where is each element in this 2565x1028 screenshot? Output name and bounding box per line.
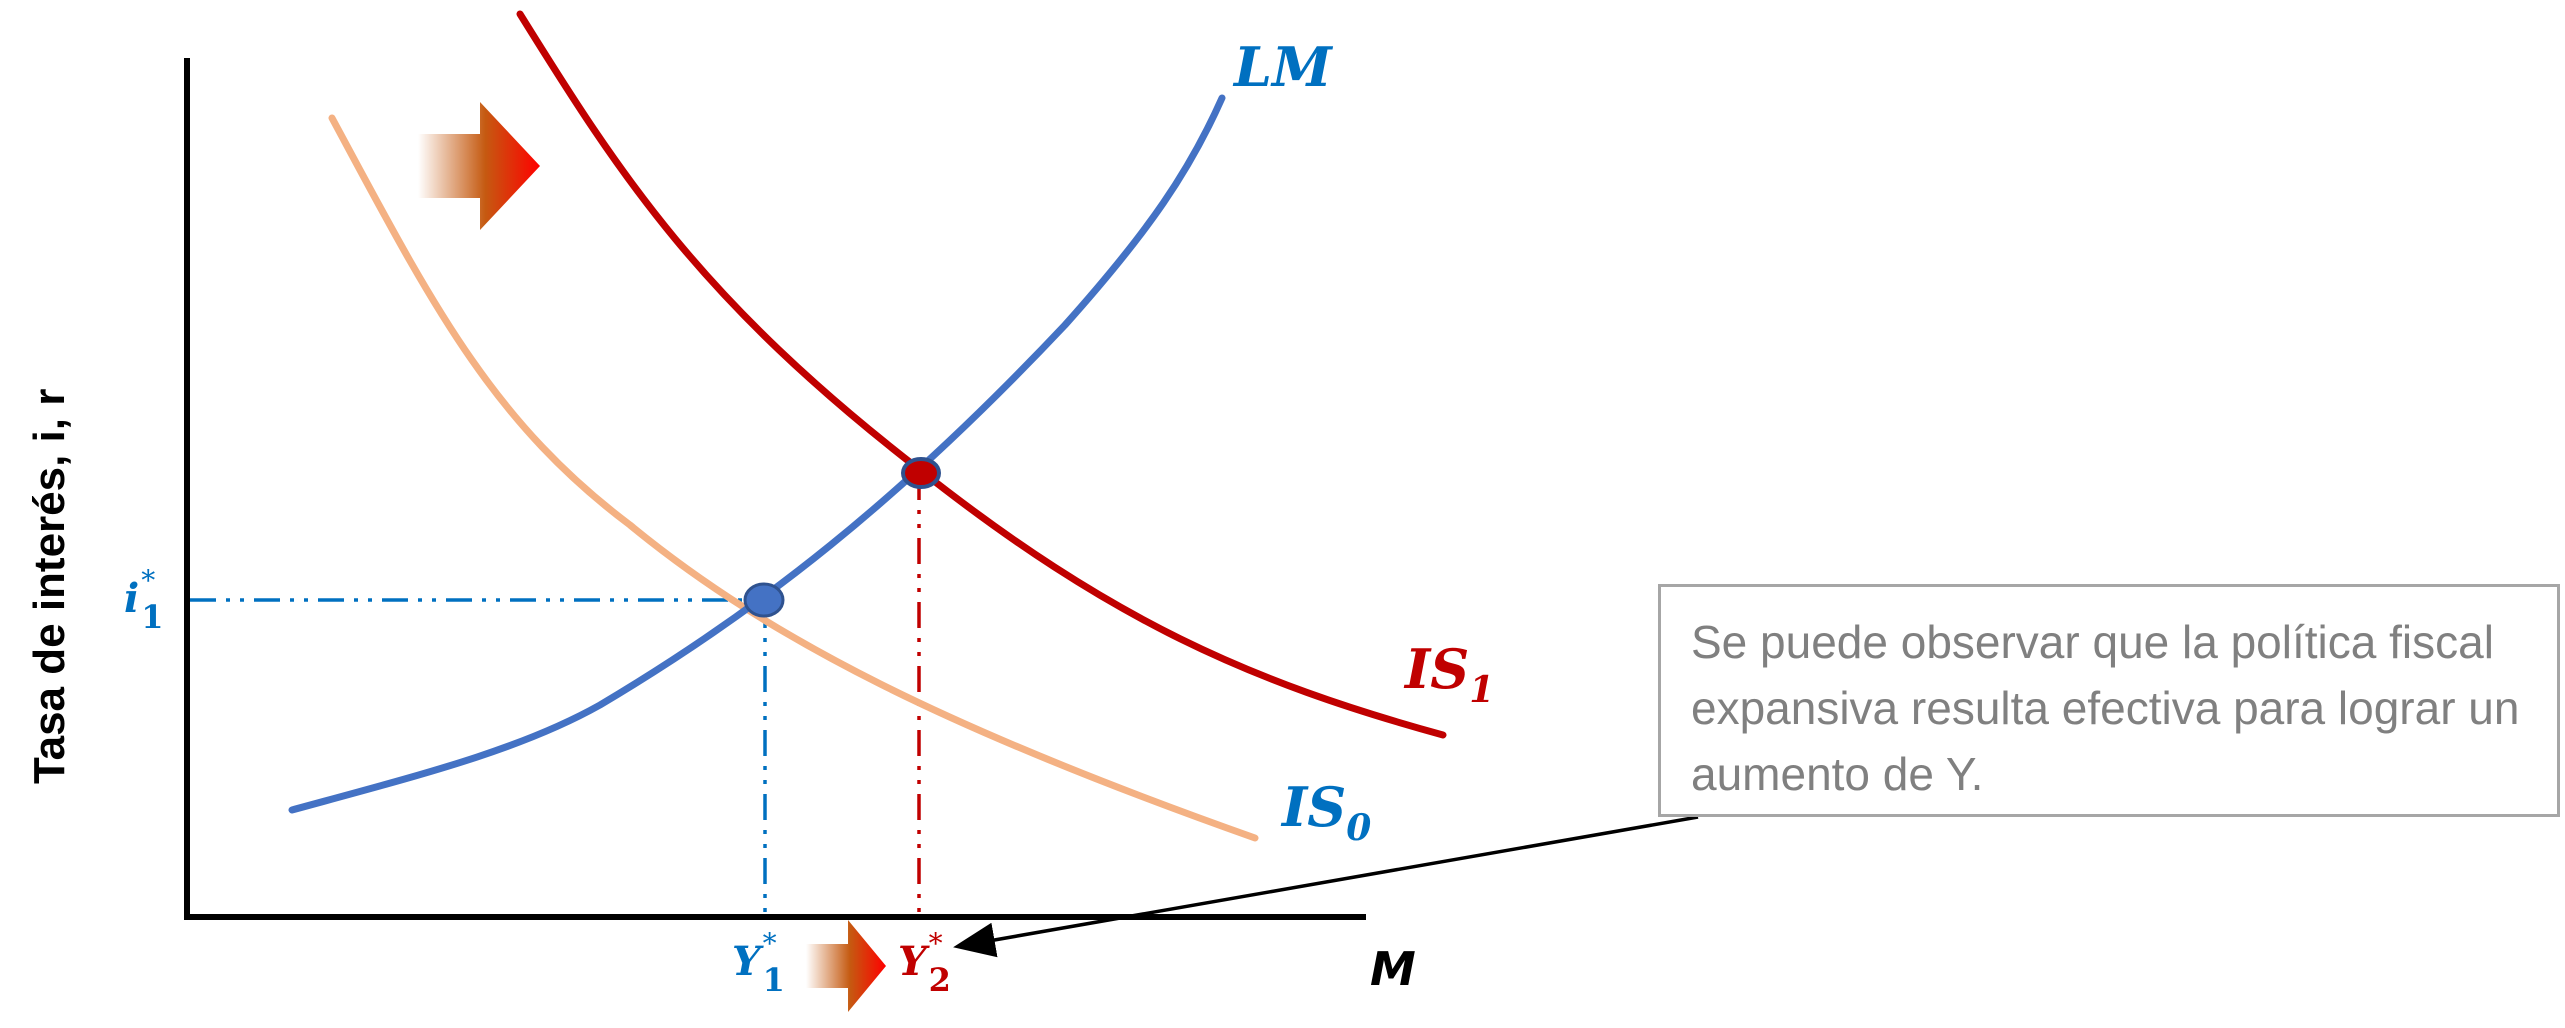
is1-label: IS1 <box>1403 637 1494 711</box>
i1-tick-label: i* 1 <box>124 564 163 636</box>
is1-curve <box>516 10 1447 739</box>
lm-label: LM <box>1232 35 1334 99</box>
explanation-note-text: Se puede observar que la política fiscal… <box>1691 616 2520 800</box>
equilibrium-point-e1 <box>743 582 785 618</box>
y-axis-title: Tasa de interés, i, r <box>25 389 74 784</box>
equilibrium-point-e2 <box>901 457 941 489</box>
x-axis-label: M <box>1370 942 1416 996</box>
is0-curve <box>328 114 1259 842</box>
y2-tick-label: Y* 2 <box>898 927 951 999</box>
y1-tick-label: Y* 1 <box>732 927 785 999</box>
explanation-note: Se puede observar que la política fiscal… <box>1658 584 2560 817</box>
curve-shift-arrow-icon <box>418 102 540 230</box>
is0-label: IS0 <box>1280 775 1371 849</box>
output-increase-arrow-icon <box>806 920 886 1012</box>
note-callout-pointer <box>953 815 1699 958</box>
lm-curve <box>288 94 1226 814</box>
